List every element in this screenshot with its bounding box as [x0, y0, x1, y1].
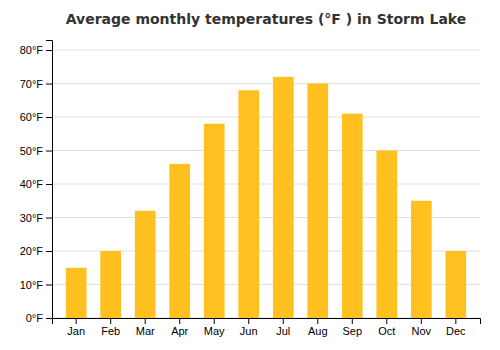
tick-mark — [317, 318, 318, 324]
tick-mark — [46, 117, 52, 118]
y-axis: 0°F 10°F 20°F 30°F 40°F 50°F 60°F 70°F 80°F — [20, 41, 53, 325]
tick-mark — [46, 50, 52, 51]
y-tick: 10°F — [20, 279, 52, 291]
tick-mark — [214, 318, 215, 324]
bar — [307, 84, 328, 318]
x-tick: May — [204, 318, 225, 337]
bar — [169, 164, 190, 318]
bar — [238, 90, 259, 318]
bar — [100, 251, 121, 318]
y-tick: 20°F — [20, 245, 52, 257]
y-tick: 70°F — [20, 78, 52, 90]
grid-line — [52, 150, 480, 151]
x-tick: Sep — [343, 318, 363, 337]
tick-mark — [283, 318, 284, 324]
x-tick: Aug — [308, 318, 328, 337]
y-tick-label: 60°F — [20, 111, 44, 123]
tick-mark — [46, 84, 52, 85]
x-tick: Dec — [446, 318, 466, 337]
x-tick: Apr — [171, 318, 188, 337]
x-tick-label: Jun — [240, 325, 258, 337]
tick-mark — [421, 318, 422, 324]
y-tick: 30°F — [20, 212, 52, 224]
x-axis: Jan Feb Mar Apr May Jun Jul Aug Sep Oct Nov Dec — [53, 318, 481, 337]
grid — [52, 50, 480, 318]
y-tick: 60°F — [20, 111, 52, 123]
y-tick: 80°F — [20, 44, 52, 56]
bar — [204, 124, 225, 318]
tick-mark — [110, 318, 111, 324]
y-tick-label: 30°F — [20, 212, 44, 224]
x-tick-label: Oct — [378, 325, 395, 337]
x-tick: Jul — [276, 318, 290, 337]
x-tick-label: Jan — [67, 325, 85, 337]
bar — [411, 201, 432, 318]
tick-mark — [352, 318, 353, 324]
x-tick-label: Apr — [171, 325, 188, 337]
tick-mark — [248, 318, 249, 324]
bar — [376, 151, 397, 318]
y-tick: 40°F — [20, 178, 52, 190]
tick-mark — [145, 318, 146, 324]
x-tick: Jun — [240, 318, 258, 337]
y-tick: 0°F — [26, 312, 52, 324]
x-tick: Feb — [101, 318, 120, 337]
y-tick-label: 0°F — [26, 312, 44, 324]
tick-mark — [46, 285, 52, 286]
tick-mark — [46, 218, 52, 219]
bar — [445, 251, 466, 318]
axis-line — [53, 319, 481, 325]
grid-line — [52, 50, 480, 51]
tick-mark — [386, 318, 387, 324]
x-tick: Oct — [378, 318, 395, 337]
tick-mark — [46, 184, 52, 185]
y-tick: 50°F — [20, 145, 52, 157]
y-tick-label: 10°F — [20, 279, 44, 291]
tick-mark — [455, 318, 456, 324]
tick-mark — [46, 318, 52, 319]
tick-mark — [46, 251, 52, 252]
axis-line — [46, 41, 53, 319]
x-tick-label: Feb — [101, 325, 120, 337]
bar — [135, 211, 156, 318]
x-tick-label: Sep — [343, 325, 363, 337]
bar — [273, 77, 294, 318]
x-tick: Mar — [136, 318, 155, 337]
grid-line — [52, 83, 480, 84]
title: Average monthly temperatures (°F ) in St… — [66, 11, 467, 27]
x-tick-label: May — [204, 325, 225, 337]
y-tick-label: 70°F — [20, 78, 44, 90]
plot-area: Jan Feb Mar Apr May Jun Jul Aug Sep Oct Nov Dec 0°F 1… — [20, 41, 481, 337]
y-tick-label: 50°F — [20, 145, 44, 157]
grid-line — [52, 184, 480, 185]
x-tick-label: Nov — [412, 325, 432, 337]
bar — [66, 268, 87, 318]
grid-line — [52, 117, 480, 118]
x-tick-label: Mar — [136, 325, 155, 337]
y-tick-label: 80°F — [20, 44, 44, 56]
bar — [342, 114, 363, 318]
tick-mark — [179, 318, 180, 324]
tick-mark — [46, 151, 52, 152]
y-tick-label: 20°F — [20, 245, 44, 257]
bars — [66, 77, 466, 318]
x-tick-label: Jul — [276, 325, 290, 337]
y-tick-label: 40°F — [20, 178, 44, 190]
x-tick-label: Dec — [446, 325, 466, 337]
tick-mark — [76, 318, 77, 324]
x-tick: Nov — [412, 318, 432, 337]
x-tick: Jan — [67, 318, 85, 337]
x-tick-label: Aug — [308, 325, 328, 337]
chart-svg: Jan Feb Mar Apr May Jun Jul Aug Sep Oct Nov Dec 0°F 1… — [0, 0, 500, 350]
